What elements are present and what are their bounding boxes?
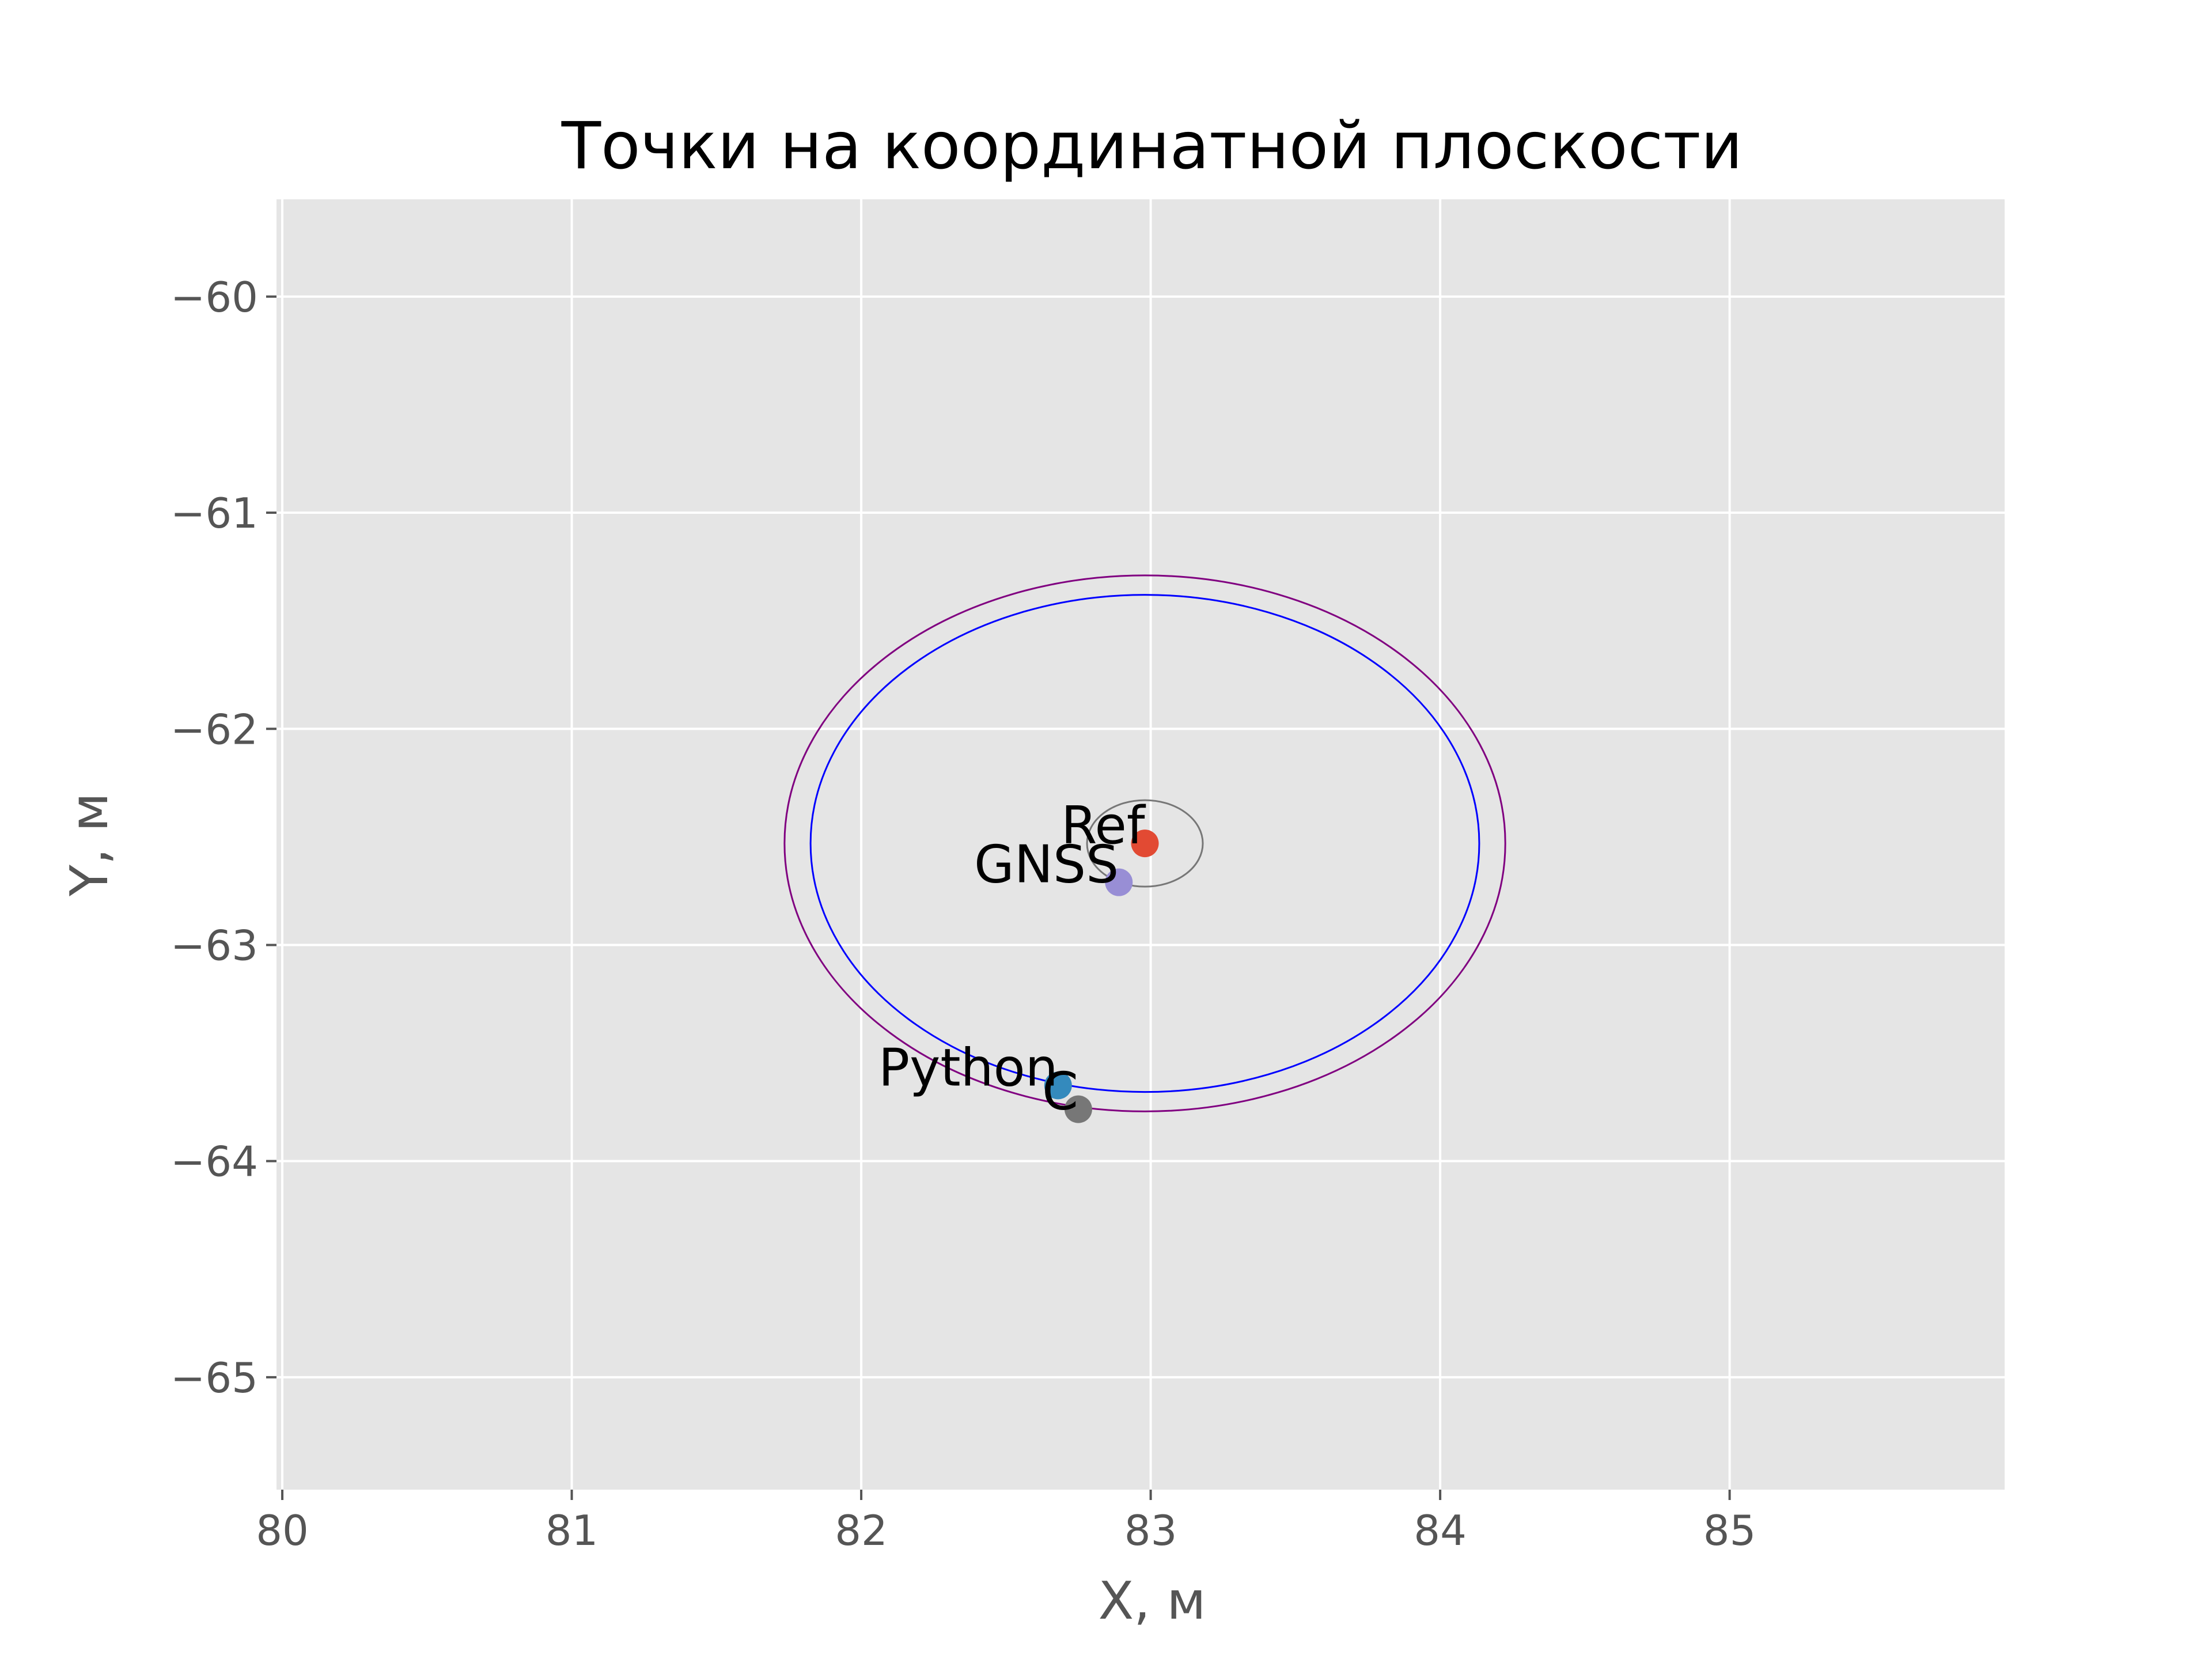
chart-title: Точки на координатной плоскости: [561, 109, 1743, 184]
point-ref: [1131, 830, 1159, 858]
x-tick-label: 84: [1414, 1506, 1467, 1555]
x-tick-label: 80: [256, 1506, 309, 1555]
ellipse: [1086, 799, 1204, 888]
ellipses: [783, 574, 1506, 1112]
x-tick-label: 81: [546, 1506, 599, 1555]
y-tick-label: −62: [171, 705, 258, 753]
x-axis-label: X, м: [1099, 1571, 1206, 1631]
point-gnss: [1105, 868, 1133, 896]
y-tick-label: −61: [171, 489, 258, 537]
point-c: [1064, 1095, 1092, 1123]
point-label-c: C: [1042, 1062, 1078, 1122]
y-tick-label: −65: [171, 1354, 258, 1402]
point-label-python: Python: [878, 1037, 1058, 1098]
point-label-ref: Ref: [1061, 796, 1146, 856]
y-tick-label: −63: [171, 921, 258, 969]
grid: [276, 199, 2005, 1490]
y-axis-label: Y, м: [59, 793, 120, 897]
y-tick-label: −64: [171, 1138, 258, 1186]
ellipse: [783, 574, 1506, 1112]
y-axis-ticks: −60 −61 −62 −63 −64 −65: [171, 273, 276, 1402]
x-tick-label: 85: [1703, 1506, 1756, 1555]
points: [1044, 830, 1159, 1123]
x-tick-label: 83: [1124, 1506, 1177, 1555]
y-tick-label: −60: [171, 273, 258, 321]
x-tick-label: 82: [835, 1506, 888, 1555]
point-label-gnss: GNSS: [974, 835, 1119, 895]
x-axis-ticks: 80 81 82 83 84 85: [256, 1490, 1756, 1555]
point-python: [1044, 1071, 1072, 1100]
ellipse: [809, 594, 1480, 1093]
